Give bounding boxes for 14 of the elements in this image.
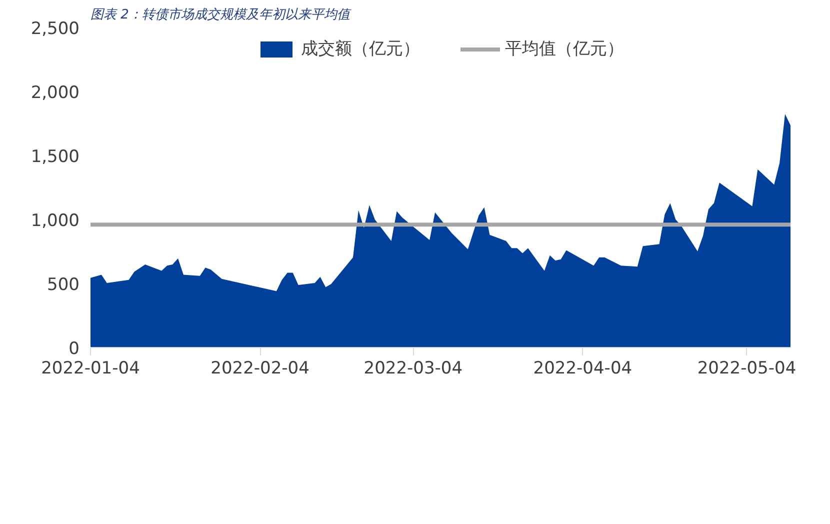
x-tick-label: 2022-03-04 — [364, 358, 463, 378]
x-tick-label: 2022-04-04 — [533, 358, 632, 378]
legend-label: 成交额（亿元） — [301, 38, 420, 60]
y-tick-label: 2,000 — [30, 83, 80, 103]
y-tick-label: 500 — [47, 275, 80, 295]
x-tick-label: 2022-02-04 — [210, 358, 310, 378]
chart-title: 图表 2：转债市场成交规模及年初以来平均值 — [90, 6, 352, 22]
y-tick-label: 1,000 — [30, 211, 80, 231]
x-tick-label: 2022-01-04 — [41, 358, 140, 378]
y-tick-label: 0 — [68, 339, 80, 359]
y-tick-label: 1,500 — [30, 147, 80, 167]
x-tick-label: 2022-05-04 — [697, 358, 796, 378]
legend-label: 平均值（亿元） — [505, 38, 624, 60]
y-tick-label: 2,500 — [30, 19, 80, 39]
